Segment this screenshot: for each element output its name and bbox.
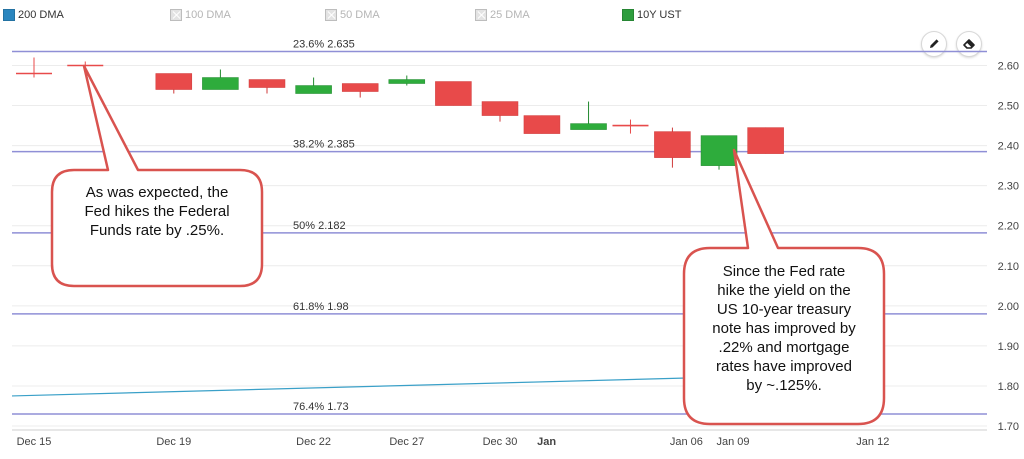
y-tick-label: 2.60 bbox=[998, 61, 1019, 73]
pencil-icon bbox=[930, 39, 939, 48]
legend-item-25-dma[interactable]: 25 DMA bbox=[475, 8, 530, 22]
legend-label: 50 DMA bbox=[340, 9, 380, 21]
x-tick-label: Dec 22 bbox=[296, 436, 331, 448]
fib-level-label: 23.6% 2.635 bbox=[293, 38, 355, 50]
candle-body bbox=[295, 85, 332, 94]
x-tick-label: Dec 27 bbox=[389, 436, 424, 448]
legend-label: 100 DMA bbox=[185, 9, 231, 21]
legend-label: 200 DMA bbox=[18, 9, 64, 21]
fib-level-label: 38.2% 2.385 bbox=[293, 139, 355, 151]
candle-body bbox=[570, 123, 607, 130]
draw-tool-button[interactable] bbox=[921, 31, 947, 57]
legend-swatch bbox=[3, 9, 15, 21]
candle-body bbox=[523, 115, 561, 134]
legend-swatch bbox=[622, 9, 634, 21]
candle-body bbox=[388, 79, 426, 84]
candle-body bbox=[202, 77, 239, 90]
legend-swatch bbox=[170, 9, 182, 21]
chart-legend: 200 DMA 100 DMA 50 DMA 25 DMA 10Y UST bbox=[0, 0, 1024, 30]
y-tick-label: 2.20 bbox=[998, 221, 1019, 233]
x-tick-label: Dec 19 bbox=[156, 436, 191, 448]
legend-item-200-dma[interactable]: 200 DMA bbox=[3, 8, 64, 22]
x-tick-label: Jan bbox=[537, 436, 556, 448]
callout-bubble-right bbox=[682, 148, 886, 426]
fib-level-label: 76.4% 1.73 bbox=[293, 401, 349, 413]
y-tick-label: 1.70 bbox=[998, 421, 1019, 433]
candle-body bbox=[700, 135, 738, 166]
y-tick-label: 1.90 bbox=[998, 341, 1019, 353]
y-tick-label: 1.80 bbox=[998, 381, 1019, 393]
y-tick-label: 2.10 bbox=[998, 261, 1019, 273]
y-tick-label: 2.40 bbox=[998, 141, 1019, 153]
candle-body bbox=[654, 131, 691, 158]
candle-body bbox=[481, 101, 519, 116]
candle-body bbox=[341, 83, 379, 92]
legend-label: 25 DMA bbox=[490, 9, 530, 21]
x-tick-label: Dec 15 bbox=[17, 436, 52, 448]
x-tick-label: Jan 09 bbox=[716, 436, 749, 448]
candle-body bbox=[155, 73, 193, 90]
legend-label: 10Y UST bbox=[637, 9, 682, 21]
candle-body bbox=[747, 127, 784, 154]
legend-item-100-dma[interactable]: 100 DMA bbox=[170, 8, 231, 22]
candle-body bbox=[248, 79, 286, 88]
y-tick-label: 2.30 bbox=[998, 181, 1019, 193]
x-tick-label: Jan 12 bbox=[856, 436, 889, 448]
candle-body bbox=[435, 81, 472, 106]
legend-swatch bbox=[475, 9, 487, 21]
y-tick-label: 2.50 bbox=[998, 101, 1019, 113]
y-tick-label: 2.00 bbox=[998, 301, 1019, 313]
x-tick-label: Jan 06 bbox=[670, 436, 703, 448]
eraser-icon bbox=[963, 39, 975, 49]
legend-swatch bbox=[325, 9, 337, 21]
callout-bubble-left bbox=[50, 64, 264, 288]
fib-level-label: 50% 2.182 bbox=[293, 220, 346, 232]
x-tick-label: Dec 30 bbox=[483, 436, 518, 448]
legend-item-50-dma[interactable]: 50 DMA bbox=[325, 8, 380, 22]
legend-item-10y-ust[interactable]: 10Y UST bbox=[622, 8, 681, 22]
fib-level-label: 61.8% 1.98 bbox=[293, 301, 349, 313]
ma-200-line bbox=[11, 376, 721, 397]
erase-tool-button[interactable] bbox=[956, 31, 982, 57]
